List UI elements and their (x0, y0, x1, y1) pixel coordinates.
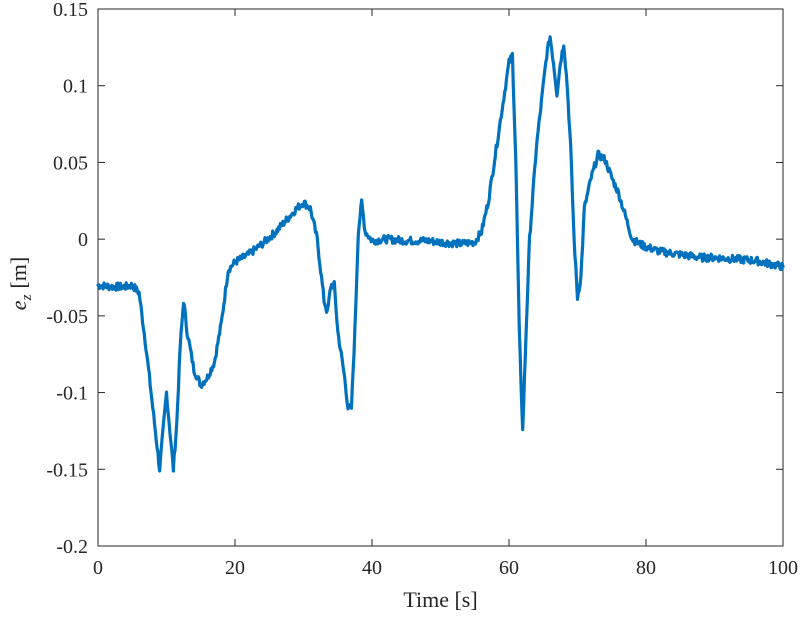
series-line (96, 35, 785, 473)
y-axis-label: ez [m] (6, 257, 35, 310)
y-axis-label-unit: [m] (6, 257, 31, 289)
x-axis-label: Time [s] (403, 587, 477, 612)
y-tick-label: 0.1 (63, 76, 88, 98)
y-tick-label: -0.1 (56, 383, 88, 405)
y-tick-label: -0.2 (56, 536, 88, 558)
y-tick-label: 0 (78, 229, 88, 251)
y-tick-label: -0.15 (46, 459, 88, 481)
x-tick-label: 80 (636, 557, 656, 579)
axis-ticks: 0 20 40 60 80 100 -0.2 -0.15 -0.1 -0.05 0 0.05 0.1 0.… (46, 0, 798, 579)
y-tick-label: 0.15 (53, 0, 88, 21)
y-axis-label-subscript: z (19, 294, 35, 301)
x-tick-label: 60 (499, 557, 519, 579)
x-tick-label: 100 (768, 557, 798, 579)
x-tick-label: 0 (93, 557, 103, 579)
plot-frame (97, 8, 784, 547)
y-axis-label-base: e (6, 300, 31, 310)
x-tick-label: 40 (362, 557, 382, 579)
axes-box (97, 8, 784, 547)
series-layer (96, 35, 785, 473)
y-tick-label: 0.05 (53, 152, 88, 174)
x-tick-label: 20 (225, 557, 245, 579)
y-tick-label: -0.05 (46, 306, 88, 328)
